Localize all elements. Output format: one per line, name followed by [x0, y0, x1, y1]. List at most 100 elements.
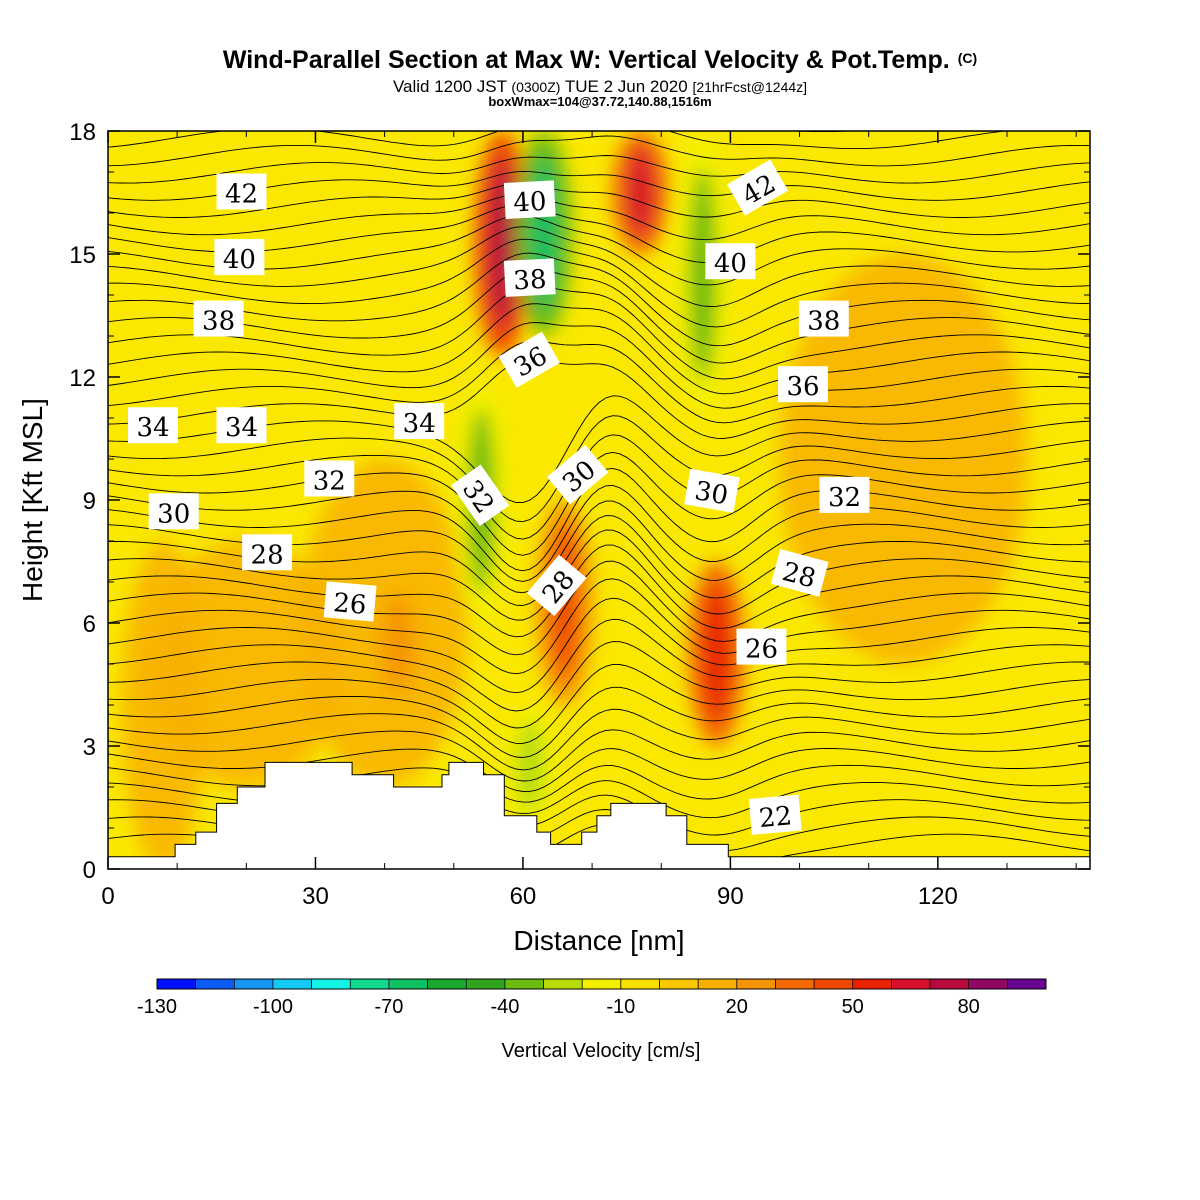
isentrope-label-box: [684, 468, 740, 513]
y-tick-label: 0: [83, 857, 96, 884]
isentrope-label-text: 30: [157, 499, 190, 529]
chart-title: Wind-Parallel Section at Max W: Vertical…: [223, 46, 977, 74]
isentrope-label-box: [451, 464, 510, 527]
x-tick-label: 0: [101, 883, 114, 910]
terrain-profile: [107, 761, 1091, 870]
isentrope-label: 26: [736, 628, 787, 665]
colorbar-swatch: [814, 979, 854, 989]
isentrope-label-box: [148, 493, 199, 530]
isentrope-label-box: [216, 173, 267, 210]
isentrope-label: 40: [503, 180, 556, 219]
colorbar-swatch: [157, 979, 197, 989]
isentrope-label: 38: [798, 300, 849, 337]
isentrope-label-text: 28: [251, 540, 284, 570]
isentrope-label-box: [503, 258, 556, 297]
isentrope-line: [108, 194, 1090, 241]
isentrope-line: [108, 708, 1090, 771]
x-tick-label: 60: [510, 883, 537, 910]
isentrope-label-text: 38: [513, 265, 548, 297]
colorbar-swatch: [852, 979, 892, 989]
y-tick-label: 6: [83, 611, 96, 638]
colorbar-swatch: [930, 979, 970, 989]
isentrope-line: [108, 322, 1090, 409]
isentrope-line: [108, 529, 1090, 621]
isentrope-label-text: 30: [692, 476, 730, 511]
isentrope-line: [108, 285, 1090, 380]
isentrope-label-text: 38: [202, 307, 235, 337]
isentrope-label: 30: [546, 444, 609, 505]
isentrope-label-box: [242, 534, 293, 571]
colorbar-swatch: [659, 979, 699, 989]
isentrope-line: [108, 395, 1090, 504]
isentrope-label-box: [778, 366, 828, 403]
isentrope-line: [108, 135, 1090, 167]
isentrope-line: [108, 597, 1090, 694]
isentrope-label-box: [798, 300, 849, 337]
colorbar: -130 -100 -70 -40 -10 20 50 80: [137, 978, 1047, 1018]
isentrope-label-text: 40: [714, 249, 747, 279]
colorbar-swatch: [272, 979, 313, 989]
colorbar-swatch: [466, 979, 506, 989]
isentrope-line: [108, 226, 1090, 307]
colorbar-frame: [156, 978, 1047, 990]
colorbar-tick-label: 80: [958, 996, 980, 1018]
x-axis-label: Distance [nm]: [513, 925, 684, 956]
colorbar-tick-label: 20: [726, 996, 748, 1018]
isentrope-label-box: [770, 548, 829, 597]
isentrope-line: [108, 686, 1090, 758]
velocity-background-patch: [778, 254, 1028, 664]
colorbar-swatch: [427, 979, 467, 989]
isentrope-line: [108, 170, 1090, 201]
isentrope-line: [108, 618, 1090, 712]
isentrope-label-box: [736, 628, 787, 665]
isentrope-label-box: [304, 460, 355, 497]
colorbar-tick-label: -130: [137, 996, 177, 1018]
isentrope-line: [108, 729, 1090, 782]
isentrope-line: [108, 560, 1090, 656]
max-w-info: boxWmax=104@37.72,140.88,1516m: [488, 94, 711, 109]
isentrope-label-text: 40: [223, 245, 256, 275]
isentrope-label-text: 32: [828, 483, 861, 513]
isentrope-line: [108, 358, 1090, 439]
colorbar-swatch: [1007, 979, 1047, 989]
isentrope-line: [108, 131, 1009, 150]
isentrope-label: 28: [770, 548, 829, 597]
colorbar-tick-label: -40: [490, 996, 519, 1018]
colorbar-swatch: [582, 979, 622, 989]
isentrope-label-text: 38: [807, 307, 840, 337]
velocity-cell-core: [626, 146, 655, 239]
isentrope-label: 42: [216, 173, 267, 210]
isentrope-label-text: 34: [136, 413, 169, 443]
y-axis-label: Height [Kft MSL]: [17, 398, 48, 602]
isentrope-line: [108, 664, 1090, 744]
colorbar-swatch: [234, 979, 274, 989]
isentrope-line: [108, 544, 1090, 638]
isentrope-label-box: [503, 180, 556, 219]
colorbar-swatch: [350, 979, 390, 989]
colorbar-swatch: [891, 979, 931, 989]
colorbar-swatch: [195, 979, 235, 989]
isentrope-line: [108, 155, 1090, 184]
colorbar-swatch: [775, 979, 815, 989]
x-tick-label: 120: [918, 883, 958, 910]
isentrope-line: [108, 268, 1090, 364]
isentrope-label-box: [193, 300, 244, 337]
isentrope-line: [108, 204, 1090, 263]
velocity-cell-core: [384, 597, 413, 690]
isentrope-line: [108, 252, 1090, 347]
isentrope-label-box: [216, 407, 267, 444]
isentrope-label-text: 26: [332, 588, 368, 621]
colorbar-tick-label: -10: [606, 996, 635, 1018]
velocity-cell-core: [702, 584, 731, 723]
colorbar-swatch: [388, 979, 429, 989]
isentrope-line: [108, 215, 1090, 286]
isentrope-label-box: [214, 239, 265, 276]
x-tick-label: 30: [302, 883, 329, 910]
isentrope-label: 38: [193, 300, 244, 337]
isentrope-label-text: 40: [513, 187, 548, 219]
velocity-cell-core: [515, 720, 544, 813]
isentrope-label: 32: [304, 460, 355, 497]
